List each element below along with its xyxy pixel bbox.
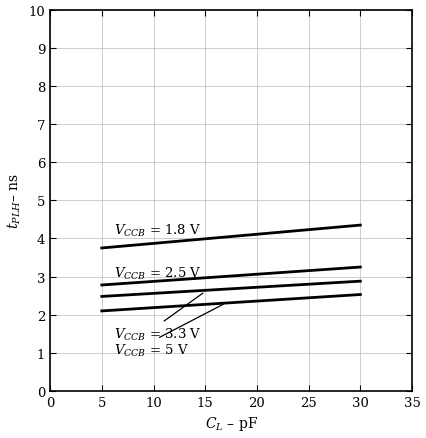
X-axis label: $C_L$ – pF: $C_L$ – pF <box>204 414 258 432</box>
Y-axis label: $t_{PLH}$– ns: $t_{PLH}$– ns <box>6 173 23 229</box>
Text: $V_{CCB}$ = 3.3 V: $V_{CCB}$ = 3.3 V <box>114 293 203 342</box>
Text: $V_{CCB}$ = 5 V: $V_{CCB}$ = 5 V <box>114 304 223 358</box>
Text: $V_{CCB}$ = 1.8 V: $V_{CCB}$ = 1.8 V <box>114 222 201 238</box>
Text: $V_{CCB}$ = 2.5 V: $V_{CCB}$ = 2.5 V <box>114 265 202 282</box>
